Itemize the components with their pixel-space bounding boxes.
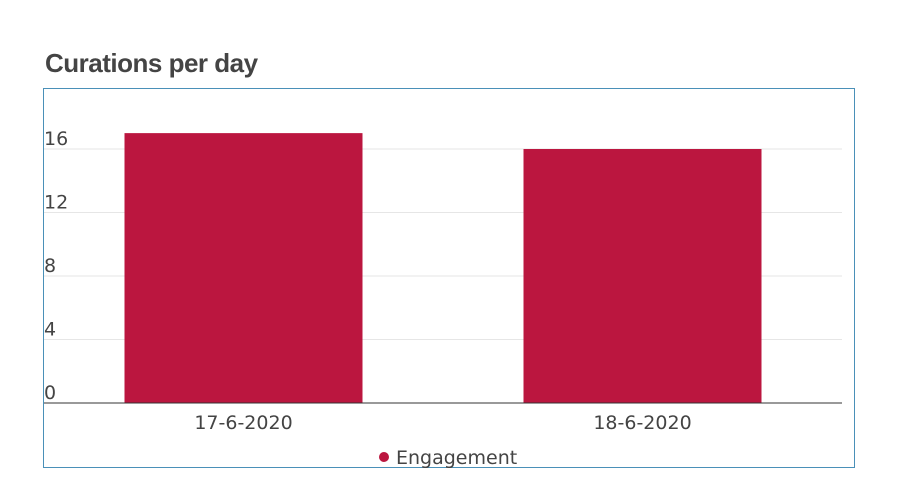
page-title: Curations per day	[45, 48, 258, 78]
y-tick-label: 4	[44, 319, 56, 341]
x-axis-ticks: 17-6-2020 18-6-2020	[194, 412, 691, 434]
legend: Engagement	[379, 447, 517, 469]
chart-frame	[43, 88, 855, 468]
legend-label[interactable]: Engagement	[396, 447, 517, 469]
legend-marker	[379, 452, 389, 462]
y-tick-label: 16	[44, 128, 68, 150]
y-tick-label: 0	[44, 382, 56, 404]
x-tick-label: 18-6-2020	[593, 412, 691, 434]
y-tick-label: 8	[44, 255, 56, 277]
bar-17-6-2020[interactable]	[124, 133, 363, 403]
bar-18-6-2020[interactable]	[523, 149, 762, 403]
x-tick-label: 17-6-2020	[194, 412, 292, 434]
y-axis-ticks: 0 4 8 12 16	[44, 128, 68, 404]
bars	[124, 133, 762, 403]
y-tick-label: 12	[44, 192, 68, 214]
